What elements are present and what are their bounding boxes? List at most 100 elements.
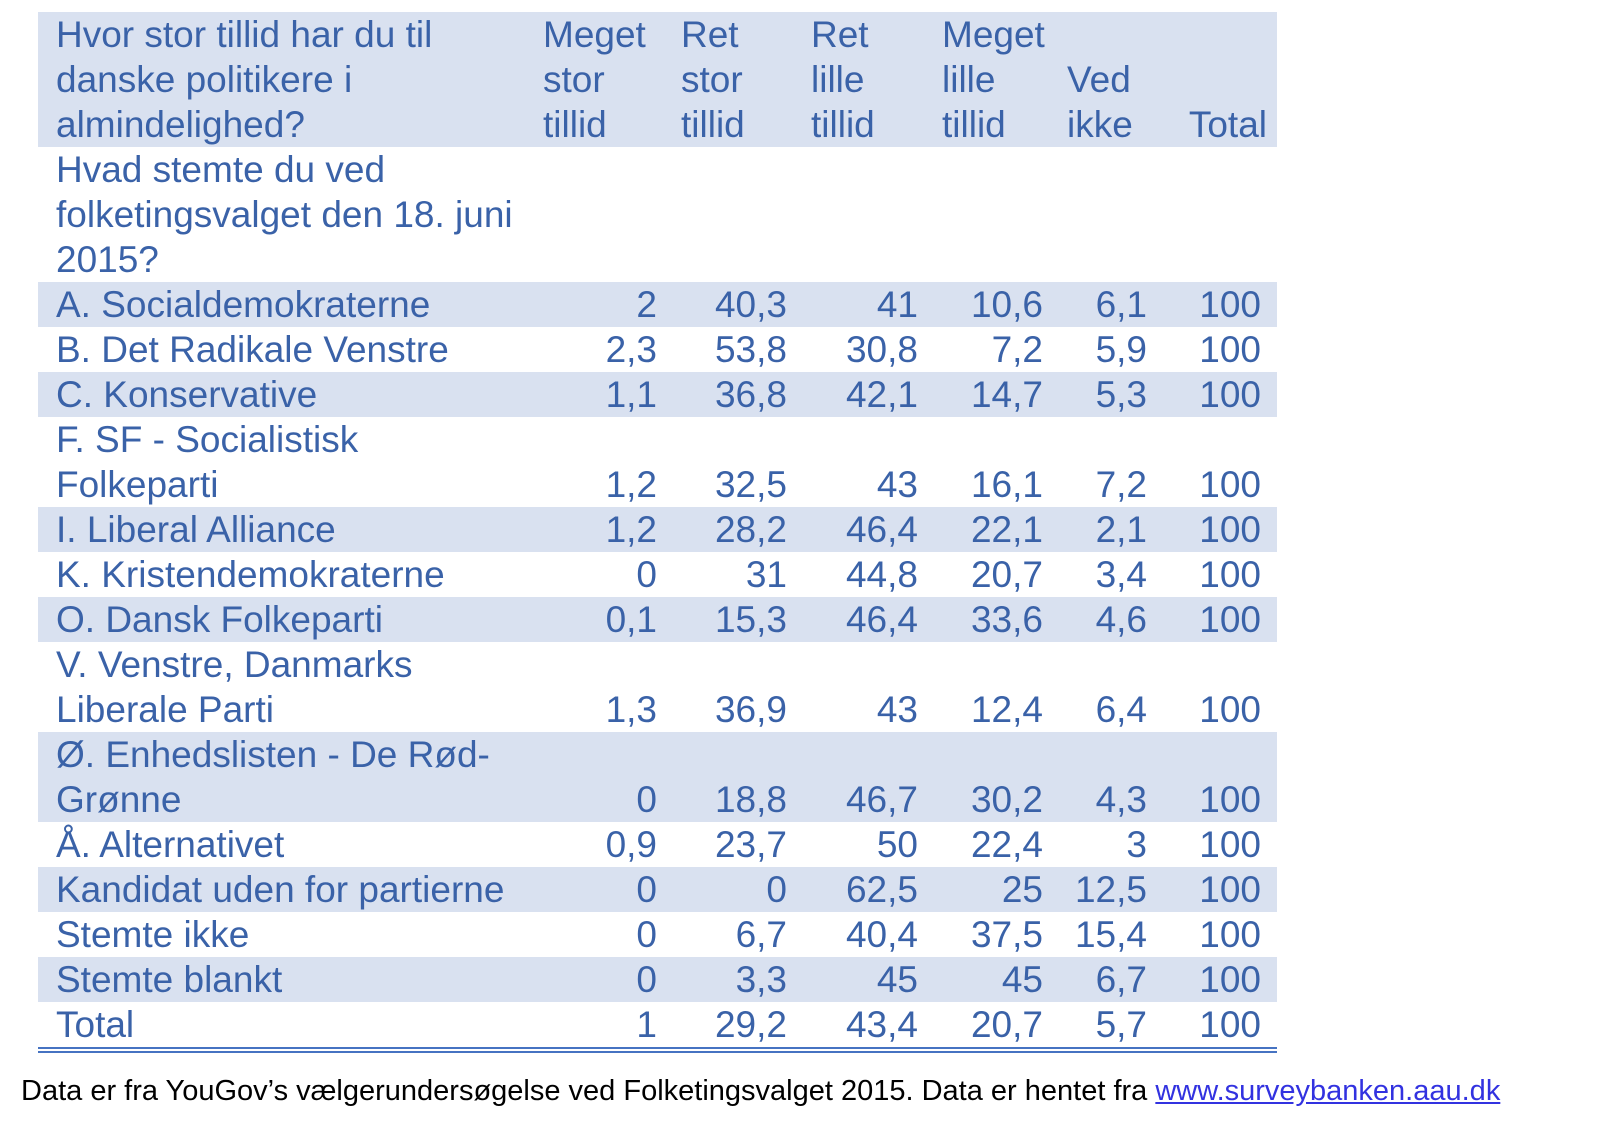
row-label: A. Socialdemokraterne xyxy=(56,284,431,325)
value-cell: 32,5 xyxy=(714,464,787,505)
value-cell: 1,3 xyxy=(605,689,657,730)
value-cell: 53,8 xyxy=(714,329,787,370)
row-label: K. Kristendemokraterne xyxy=(56,554,445,595)
value-cell: 33,6 xyxy=(970,599,1043,640)
value-cell: 100 xyxy=(1199,554,1261,595)
row-label: O. Dansk Folkeparti xyxy=(56,599,383,640)
source-link[interactable]: www.surveybanken.aau.dk xyxy=(1155,1075,1501,1107)
table-body: Hvad stemte du ved folketingsvalget den … xyxy=(38,147,1277,1053)
value-cell: 0 xyxy=(636,779,657,820)
value-cell: 100 xyxy=(1199,779,1261,820)
value-cell: 14,7 xyxy=(970,374,1043,415)
value-cell: 45 xyxy=(876,959,918,1000)
value-cell: 3,3 xyxy=(735,959,787,1000)
value-cell: 6,4 xyxy=(1095,689,1147,730)
value-cell: 46,7 xyxy=(845,779,918,820)
value-cell: 3,4 xyxy=(1095,554,1147,595)
value-cell: 30,2 xyxy=(970,779,1043,820)
value-cell: 0,9 xyxy=(605,824,657,865)
value-cell: 3 xyxy=(1126,824,1147,865)
value-cell: 6,1 xyxy=(1095,284,1147,325)
value-cell: 29,2 xyxy=(665,1002,795,1053)
column-header-meget-stor-tillid: Meget stor tillid xyxy=(543,14,646,145)
value-cell: 100 xyxy=(1199,824,1261,865)
column-question: Hvor stor tillid har du til danske polit… xyxy=(56,14,433,145)
value-cell: 0 xyxy=(636,914,657,955)
value-cell: 15,4 xyxy=(1074,914,1147,955)
table-row: Total 1 29,2 43,4 20,7 5,7 100 xyxy=(38,1002,1277,1053)
value-cell: 43 xyxy=(876,689,918,730)
value-cell: 4,3 xyxy=(1095,779,1147,820)
value-cell: 36,9 xyxy=(714,689,787,730)
value-cell: 4,6 xyxy=(1095,599,1147,640)
table-row: A. Socialdemokraterne 2 40,3 41 10,6 6,1 100 xyxy=(38,282,1277,327)
value-cell: 22,1 xyxy=(970,509,1043,550)
value-cell: 6,7 xyxy=(1095,959,1147,1000)
value-cell: 1,2 xyxy=(605,464,657,505)
value-cell: 30,8 xyxy=(845,329,918,370)
row-question-row: Hvad stemte du ved folketingsvalget den … xyxy=(38,147,1277,282)
value-cell: 12,4 xyxy=(970,689,1043,730)
source-note: Data er fra YouGov’s vælgerundersøgelse … xyxy=(21,1073,1600,1109)
value-cell: 20,7 xyxy=(926,1002,1051,1053)
value-cell: 40,4 xyxy=(845,914,918,955)
row-label: I. Liberal Alliance xyxy=(56,509,336,550)
value-cell: 100 xyxy=(1155,1002,1277,1053)
column-header-total: Total xyxy=(1188,104,1267,145)
value-cell: 100 xyxy=(1199,464,1261,505)
value-cell: 50 xyxy=(876,824,918,865)
table-row: Å. Alternativet 0,9 23,7 50 22,4 3 100 xyxy=(38,822,1277,867)
row-label: Å. Alternativet xyxy=(56,824,285,865)
value-cell: 31 xyxy=(745,554,787,595)
row-label: F. SF - Socialistisk Folkeparti xyxy=(56,419,359,505)
value-cell: 5,9 xyxy=(1095,329,1147,370)
value-cell: 41 xyxy=(876,284,918,325)
row-label: C. Konservative xyxy=(56,374,318,415)
value-cell: 20,7 xyxy=(970,554,1043,595)
table-row: Kandidat uden for partierne 0 0 62,5 25 12,5 1… xyxy=(38,867,1277,912)
value-cell: 46,4 xyxy=(845,509,918,550)
value-cell: 36,8 xyxy=(714,374,787,415)
trust-crosstab-table: Hvor stor tillid har du til danske polit… xyxy=(38,12,1277,1053)
value-cell: 23,7 xyxy=(714,824,787,865)
row-label: Stemte ikke xyxy=(56,914,250,955)
table-row: B. Det Radikale Venstre 2,3 53,8 30,8 7,2 5,9… xyxy=(38,327,1277,372)
source-text: Data er fra YouGov’s vælgerundersøgelse … xyxy=(21,1075,1156,1107)
table-row: V. Venstre, Danmarks Liberale Parti 1,3 36… xyxy=(38,642,1277,732)
value-cell: 1,2 xyxy=(605,509,657,550)
value-cell: 1 xyxy=(527,1002,665,1053)
value-cell: 37,5 xyxy=(970,914,1043,955)
value-cell: 22,4 xyxy=(970,824,1043,865)
value-cell: 100 xyxy=(1199,509,1261,550)
value-cell: 2,3 xyxy=(605,329,657,370)
value-cell: 100 xyxy=(1199,284,1261,325)
value-cell: 42,1 xyxy=(845,374,918,415)
row-label: B. Det Radikale Venstre xyxy=(56,329,449,370)
value-cell: 25 xyxy=(1001,869,1043,910)
value-cell: 7,2 xyxy=(1095,464,1147,505)
value-cell: 5,3 xyxy=(1095,374,1147,415)
table-row: K. Kristendemokraterne 0 31 44,8 20,7 3,4 100 xyxy=(38,552,1277,597)
value-cell: 0,1 xyxy=(605,599,657,640)
value-cell: 16,1 xyxy=(970,464,1043,505)
table-row: F. SF - Socialistisk Folkeparti 1,2 32,5 43… xyxy=(38,417,1277,507)
value-cell: 0 xyxy=(636,959,657,1000)
value-cell: 15,3 xyxy=(714,599,787,640)
value-cell: 100 xyxy=(1199,869,1261,910)
row-label: Kandidat uden for partierne xyxy=(56,869,505,910)
column-header-ret-stor-tillid: Ret stor tillid xyxy=(681,14,745,145)
value-cell: 12,5 xyxy=(1074,869,1147,910)
table-row: O. Dansk Folkeparti 0,1 15,3 46,4 33,6 4,6 100 xyxy=(38,597,1277,642)
value-cell: 100 xyxy=(1199,599,1261,640)
column-header-ret-lille-tillid: Ret lille tillid xyxy=(811,14,875,145)
value-cell: 0 xyxy=(636,554,657,595)
value-cell: 7,2 xyxy=(991,329,1043,370)
table-row: Stemte blankt 0 3,3 45 45 6,7 100 xyxy=(38,957,1277,1002)
table-row: I. Liberal Alliance 1,2 28,2 46,4 22,1 2,1 100 xyxy=(38,507,1277,552)
value-cell: 44,8 xyxy=(845,554,918,595)
value-cell: 10,6 xyxy=(970,284,1043,325)
value-cell: 2 xyxy=(636,284,657,325)
table-header-row: Hvor stor tillid har du til danske polit… xyxy=(38,12,1277,147)
row-label: V. Venstre, Danmarks Liberale Parti xyxy=(56,644,413,730)
